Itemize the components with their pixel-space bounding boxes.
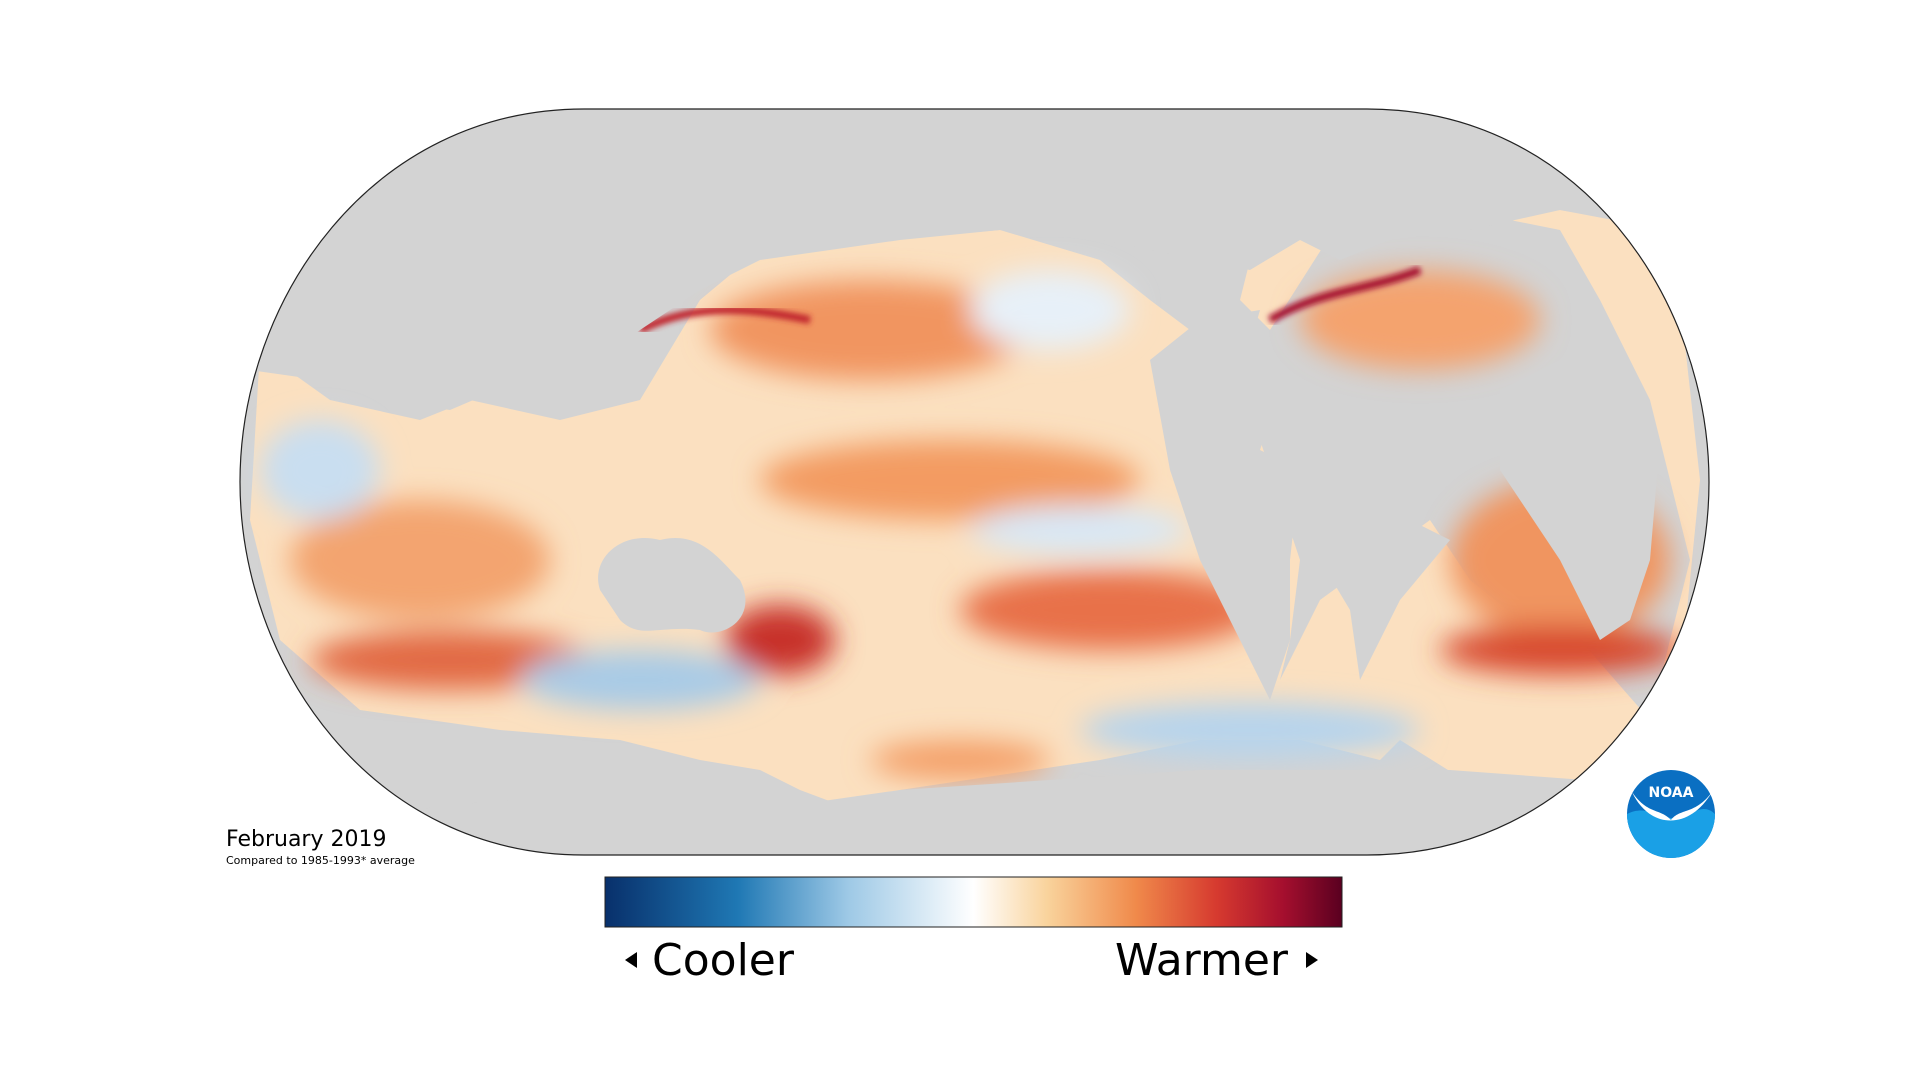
map-subtitle: Compared to 1985-1993* average xyxy=(226,854,415,867)
ocean-anomaly xyxy=(250,200,1700,805)
continents xyxy=(240,109,1709,855)
map-outline xyxy=(239,108,1710,856)
legend-low: Cooler xyxy=(652,935,795,986)
legend-high: Warmer xyxy=(1115,935,1289,986)
map-title: February 2019 xyxy=(226,827,386,852)
cooler-arrow xyxy=(625,952,637,968)
color-scale xyxy=(604,876,1343,928)
logo-text: NOAA xyxy=(1649,785,1694,801)
noaa-logo: NOAA xyxy=(1627,770,1715,858)
warmer-arrow xyxy=(1306,952,1318,968)
map xyxy=(240,109,1709,855)
